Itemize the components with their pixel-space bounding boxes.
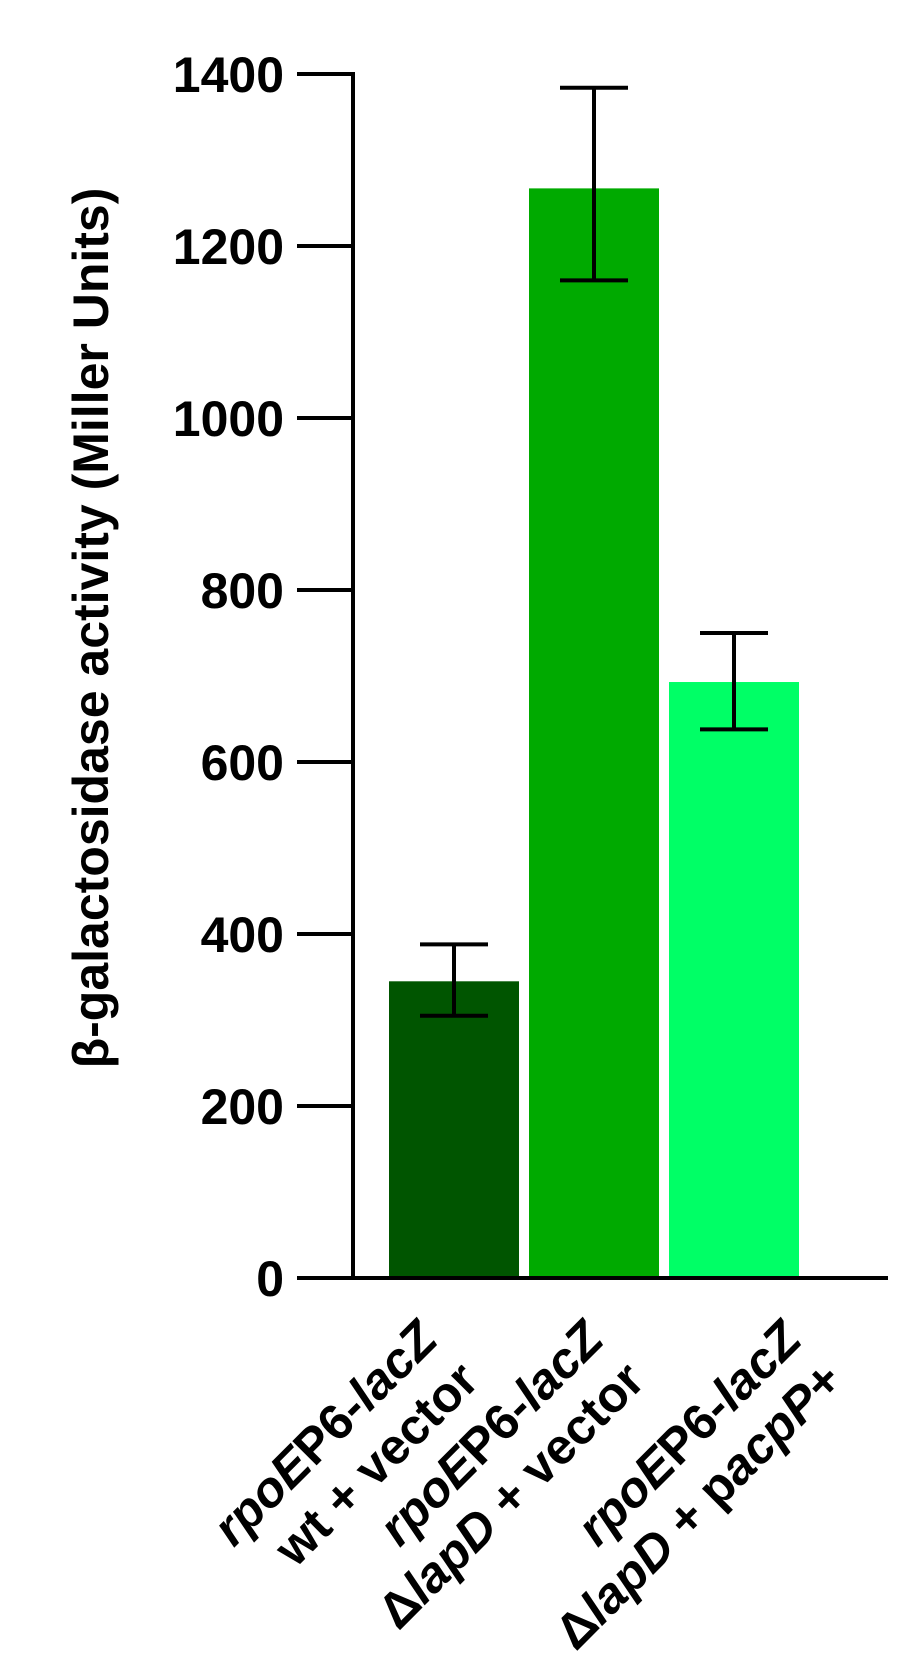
y-tick-label: 1200 bbox=[173, 219, 284, 275]
bars bbox=[389, 188, 799, 1278]
y-tick-label: 200 bbox=[201, 1079, 284, 1135]
bar-1 bbox=[389, 981, 519, 1278]
y-tick-label: 400 bbox=[201, 907, 284, 963]
error-bar-3 bbox=[700, 631, 768, 732]
y-tick-label: 600 bbox=[201, 735, 284, 791]
y-axis-title: β-galactosidase activity (Miller Units) bbox=[63, 188, 119, 1069]
y-tick-label: 0 bbox=[256, 1251, 284, 1307]
bar-3 bbox=[669, 682, 799, 1278]
error-bar-2 bbox=[560, 85, 628, 283]
error-bar-1 bbox=[420, 942, 488, 1018]
y-tick-label: 800 bbox=[201, 563, 284, 619]
y-axis-title-group: β-galactosidase activity (Miller Units) bbox=[63, 188, 119, 1069]
y-tick-label: 1000 bbox=[173, 391, 284, 447]
y-axis: 0 200 400 600 800 1000 1200 1400 bbox=[173, 47, 355, 1307]
bar-2 bbox=[529, 188, 659, 1278]
y-tick-label: 1400 bbox=[173, 47, 284, 103]
error-bars bbox=[420, 85, 768, 1018]
